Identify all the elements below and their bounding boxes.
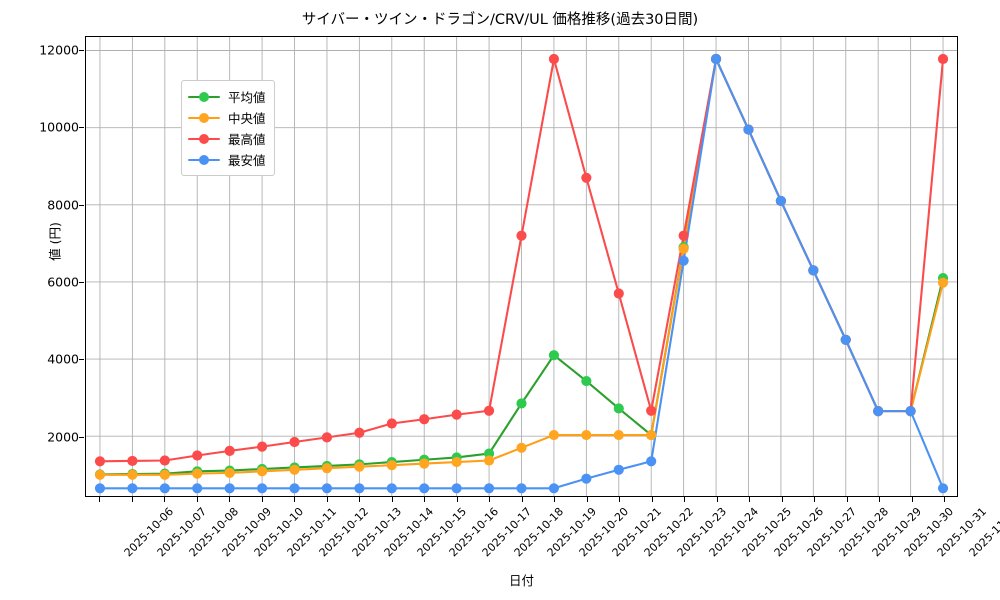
x-tick-mark xyxy=(684,497,685,502)
legend-label: 最高値 xyxy=(228,132,266,147)
x-tick-mark xyxy=(586,497,588,502)
y-tick-label: 10000 xyxy=(39,119,79,135)
x-tick-mark xyxy=(424,497,425,502)
x-tick-mark xyxy=(99,497,100,502)
x-tick-mark xyxy=(391,497,393,502)
x-axis-label: 日付 xyxy=(508,573,534,588)
x-tick-mark xyxy=(164,497,165,502)
x-tick-mark xyxy=(749,497,750,502)
x-tick-mark xyxy=(294,497,295,502)
x-tick-mark xyxy=(554,497,555,502)
y-tick-label: 12000 xyxy=(39,42,79,58)
x-tick-mark xyxy=(879,497,880,502)
legend-swatch xyxy=(188,112,220,124)
chart-title: サイバー・ツイン・ドラゴン/CRV/UL 価格推移(過去30日間) xyxy=(301,12,699,28)
y-tick-mark xyxy=(79,49,84,51)
y-axis-ticks: 2000 4000 6000 8000 10000 12000 xyxy=(0,36,84,497)
data-series-layer xyxy=(94,53,949,494)
x-tick-mark xyxy=(944,497,945,502)
x-tick-mark xyxy=(196,497,198,502)
y-tick-label: 6000 xyxy=(47,274,79,290)
y-tick-mark xyxy=(79,359,84,361)
x-tick-mark xyxy=(359,497,360,502)
legend-swatch xyxy=(188,91,220,103)
legend-label: 平均値 xyxy=(228,90,266,105)
x-tick-mark xyxy=(814,497,815,502)
x-tick-mark xyxy=(846,497,848,502)
y-tick-mark xyxy=(79,436,84,438)
chart-legend[interactable]: 平均値中央値最高値最安値 xyxy=(181,80,275,176)
x-tick-mark xyxy=(229,497,230,502)
x-tick-mark xyxy=(131,497,133,502)
y-tick-label: 8000 xyxy=(47,197,79,213)
plot-area: 平均値中央値最高値最安値 xyxy=(85,36,958,497)
x-tick-mark xyxy=(716,497,718,502)
legend-item[interactable]: 中央値 xyxy=(188,107,266,128)
x-tick-mark xyxy=(781,497,783,502)
y-tick-label: 2000 xyxy=(47,429,79,445)
y-tick-mark xyxy=(79,204,84,206)
legend-item[interactable]: 最高値 xyxy=(188,128,266,149)
x-tick-mark xyxy=(489,497,490,502)
y-tick-mark xyxy=(79,127,84,129)
x-tick-mark xyxy=(651,497,653,502)
legend-item[interactable]: 最安値 xyxy=(188,149,266,170)
legend-label: 中央値 xyxy=(228,111,266,126)
legend-swatch xyxy=(188,133,220,145)
x-tick-mark xyxy=(619,497,620,502)
x-tick-mark xyxy=(521,497,523,502)
legend-item[interactable]: 平均値 xyxy=(188,86,266,107)
legend-swatch xyxy=(188,154,220,166)
x-axis-ticks: 2025-10-06 2025-10-07 2025-10-08 2025-10-09… xyxy=(85,497,1000,567)
x-tick-mark xyxy=(326,497,328,502)
x-tick-mark xyxy=(456,497,458,502)
x-tick-mark xyxy=(261,497,263,502)
y-tick-label: 4000 xyxy=(47,351,79,367)
legend-label: 最安値 xyxy=(228,153,266,168)
y-tick-mark xyxy=(79,281,84,283)
x-tick-mark xyxy=(911,497,913,502)
